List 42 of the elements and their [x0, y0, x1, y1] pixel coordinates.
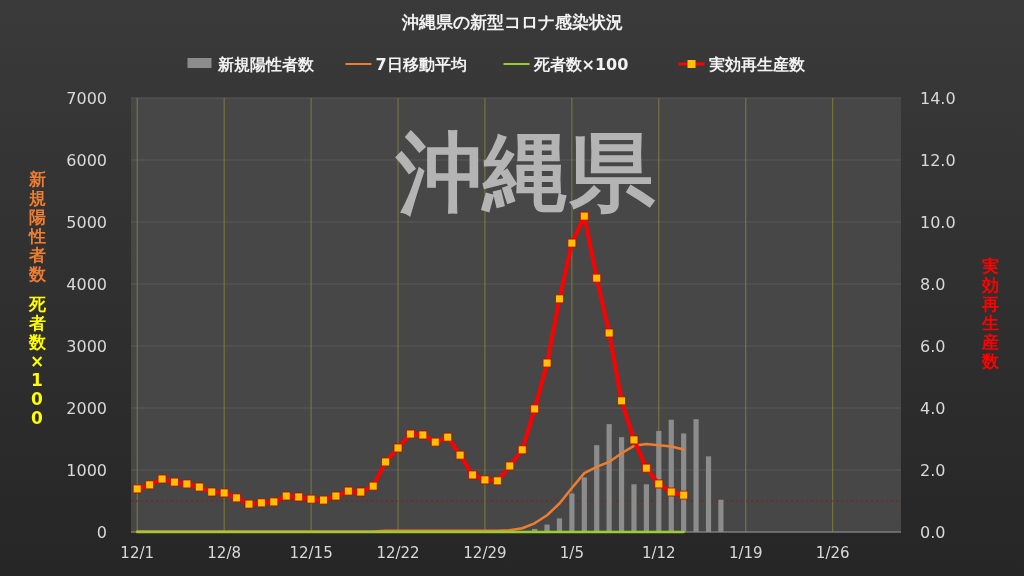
- y-tick-label: 6000: [66, 151, 107, 170]
- y-tick-label: 4000: [66, 275, 107, 294]
- y-tick-label: 7000: [66, 89, 107, 108]
- bar: [594, 445, 600, 532]
- y2-tick-label: 14.0: [920, 89, 956, 108]
- y2-tick-label: 6.0: [920, 337, 946, 356]
- x-tick-label: 1/26: [815, 544, 850, 562]
- y2-axis-title: 実効再生産数: [980, 256, 1000, 371]
- x-tick-label: 12/22: [376, 544, 420, 562]
- text: 死者数×100: [27, 294, 47, 428]
- bar: [569, 493, 575, 532]
- y2-tick-label: 2.0: [920, 461, 946, 480]
- x-tick-label: 12/8: [207, 544, 241, 562]
- annotation: 沖縄県: [395, 122, 656, 222]
- legend-label: 新規陽性者数: [216, 55, 315, 74]
- y-tick-label: 0: [96, 523, 107, 542]
- y-tick-label: 5000: [66, 213, 107, 232]
- y-tick-label: 1000: [66, 461, 107, 480]
- legend-label: 実効再生産数: [707, 55, 806, 74]
- legend-label: 7日移動平均: [375, 55, 467, 74]
- x-tick-label: 12/29: [463, 544, 507, 562]
- x-tick-label: 12/1: [120, 544, 155, 562]
- bar: [618, 437, 625, 532]
- x-tick-label: 1/5: [559, 544, 584, 562]
- y2-tick-label: 8.0: [920, 275, 946, 294]
- y-axis-title: 新規陽性者数: [27, 169, 47, 284]
- bar: [556, 518, 563, 532]
- legend-label: 死者数×100: [532, 55, 629, 74]
- bar: [631, 484, 637, 532]
- bar: [606, 424, 612, 532]
- x-tick-label: 12/15: [289, 544, 333, 562]
- x-tick-label: 1/12: [641, 544, 676, 562]
- y2-tick-label: 12.0: [920, 151, 956, 170]
- y2-tick-label: 10.0: [920, 213, 956, 232]
- bar: [643, 484, 650, 532]
- y-tick-label: 3000: [66, 337, 107, 356]
- y2-tick-label: 0.0: [920, 523, 946, 542]
- bar: [581, 477, 587, 532]
- y2-tick-label: 4.0: [920, 399, 946, 418]
- chart-title: 沖縄県の新型コロナ感染状況: [400, 12, 623, 32]
- x-tick-label: 1/19: [728, 544, 763, 562]
- y-tick-label: 2000: [66, 399, 107, 418]
